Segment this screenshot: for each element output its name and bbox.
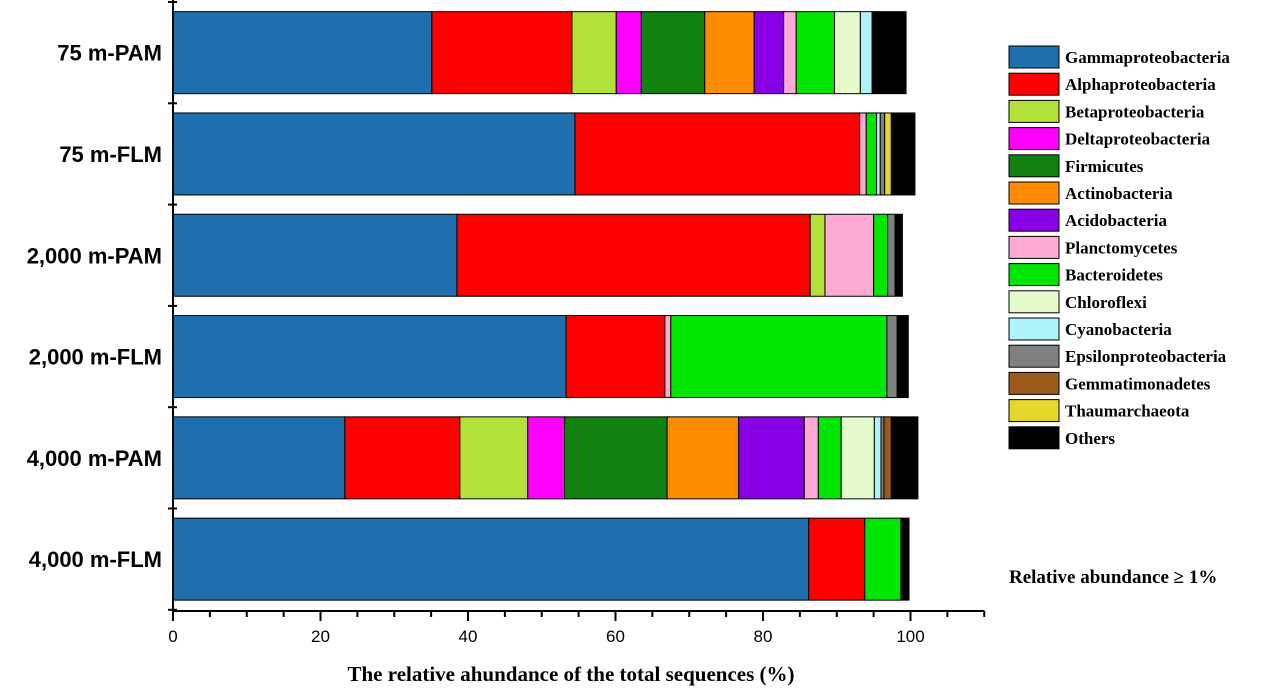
bar-segment-others-75-m-flm — [890, 112, 916, 196]
bar-segment-betaproteobacteria-4-000-m-pam — [459, 416, 529, 500]
x-tick-label-60: 60 — [606, 627, 625, 646]
category-label-2-000-m-pam: 2,000 m-PAM — [27, 243, 162, 268]
bar-segment-gammaproteobacteria-4-000-m-flm — [172, 517, 810, 601]
legend-swatch-gammaproteobacteria — [1008, 45, 1060, 69]
legend-swatch-actinobacteria — [1008, 181, 1060, 205]
x-tick-label-100: 100 — [896, 627, 924, 646]
bar-segment-actinobacteria-75-m-pam — [704, 11, 755, 95]
legend-label-deltaproteobacteria: Deltaproteobacteria — [1065, 130, 1211, 149]
bar-segment-acidobacteria-75-m-pam — [753, 11, 785, 95]
legend-label-betaproteobacteria: Betaproteobacteria — [1065, 102, 1205, 121]
legend-swatch-thaumarchaeota — [1008, 399, 1060, 423]
bar-segment-bacteroidetes-75-m-flm — [865, 112, 878, 196]
bar-segment-alphaproteobacteria-4-000-m-flm — [808, 517, 866, 601]
bar-segment-others-2-000-m-flm — [896, 315, 909, 399]
bar-segment-cyanobacteria-4-000-m-pam — [873, 416, 882, 500]
bar-segment-bacteroidetes-2-000-m-pam — [873, 213, 889, 297]
legend-label-acidobacteria: Acidobacteria — [1065, 211, 1167, 230]
bar-segment-gammaproteobacteria-75-m-flm — [172, 112, 576, 196]
category-label-75-m-flm: 75 m-FLM — [59, 142, 162, 167]
bar-segment-thaumarchaeota-75-m-flm — [884, 112, 892, 196]
legend-swatch-deltaproteobacteria — [1008, 127, 1060, 151]
legend-label-cyanobacteria: Cyanobacteria — [1065, 320, 1172, 339]
legend-label-planctomycetes: Planctomycetes — [1065, 238, 1178, 257]
category-label-4-000-m-pam: 4,000 m-PAM — [27, 446, 162, 471]
bar-segment-deltaproteobacteria-4-000-m-pam — [527, 416, 566, 500]
bar-segment-cyanobacteria-75-m-flm — [876, 112, 881, 196]
x-tick-label-40: 40 — [459, 627, 478, 646]
bar-segment-acidobacteria-4-000-m-pam — [738, 416, 805, 500]
bar-segment-planctomycetes-2-000-m-pam — [824, 213, 875, 297]
bar-segment-actinobacteria-4-000-m-pam — [666, 416, 740, 500]
category-label-4-000-m-flm: 4,000 m-FLM — [29, 547, 162, 572]
bar-segment-others-75-m-pam — [871, 11, 907, 95]
legend: Gammaproteobacteria Alphaproteobacteria Be… — [1008, 45, 1230, 450]
bars-group — [172, 11, 919, 601]
bar-segment-chloroflexi-75-m-pam — [834, 11, 861, 95]
legend-label-others: Others — [1065, 429, 1115, 448]
x-tick-label-80: 80 — [754, 627, 773, 646]
bar-segment-chloroflexi-4-000-m-pam — [840, 416, 875, 500]
bar-segment-gemmatimonadetes-4-000-m-pam — [883, 416, 892, 500]
bar-segment-alphaproteobacteria-2-000-m-flm — [565, 315, 666, 399]
bar-segment-alphaproteobacteria-75-m-flm — [574, 112, 861, 196]
legend-swatch-firmicutes — [1008, 154, 1060, 178]
bar-segment-planctomycetes-75-m-flm — [859, 112, 867, 196]
legend-label-epsilonproteobacteria: Epsilonproteobacteria — [1065, 347, 1227, 366]
legend-label-firmicutes: Firmicutes — [1065, 157, 1144, 176]
legend-swatch-alphaproteobacteria — [1008, 72, 1060, 96]
legend-label-thaumarchaeota: Thaumarchaeota — [1065, 402, 1190, 421]
legend-swatch-cyanobacteria — [1008, 317, 1060, 341]
legend-label-alphaproteobacteria: Alphaproteobacteria — [1065, 75, 1216, 94]
bar-segment-alphaproteobacteria-2-000-m-pam — [456, 213, 811, 297]
legend-label-chloroflexi: Chloroflexi — [1065, 293, 1147, 312]
bar-segment-firmicutes-75-m-pam — [640, 11, 706, 95]
category-label-75-m-pam: 75 m-PAM — [57, 41, 162, 66]
bar-segment-bacteroidetes-4-000-m-pam — [817, 416, 842, 500]
bar-segment-betaproteobacteria-2-000-m-pam — [809, 213, 826, 297]
abundance-threshold-note: Relative abundance ≥ 1% — [1009, 567, 1217, 588]
category-label-2-000-m-flm: 2,000 m-FLM — [29, 345, 162, 370]
x-axis-title: The relative ahundance of the total sequ… — [348, 662, 795, 686]
legend-swatch-others — [1008, 426, 1060, 450]
legend-swatch-epsilonproteobacteria — [1008, 344, 1060, 368]
legend-swatch-betaproteobacteria — [1008, 99, 1060, 123]
legend-label-gemmatimonadetes: Gemmatimonadetes — [1065, 374, 1211, 393]
bar-segment-gammaproteobacteria-4-000-m-pam — [172, 416, 346, 500]
x-tick-label-20: 20 — [311, 627, 330, 646]
legend-label-gammaproteobacteria: Gammaproteobacteria — [1065, 48, 1230, 67]
legend-swatch-bacteroidetes — [1008, 263, 1060, 287]
bar-segment-gammaproteobacteria-2-000-m-pam — [172, 213, 458, 297]
legend-swatch-gemmatimonadetes — [1008, 371, 1060, 395]
bar-segment-alphaproteobacteria-75-m-pam — [431, 11, 573, 95]
legend-swatch-chloroflexi — [1008, 290, 1060, 314]
bar-segment-gammaproteobacteria-75-m-pam — [172, 11, 433, 95]
bar-segment-betaproteobacteria-75-m-pam — [571, 11, 617, 95]
bar-segment-bacteroidetes-4-000-m-flm — [864, 517, 902, 601]
bar-segment-cyanobacteria-75-m-pam — [859, 11, 873, 95]
bar-segment-others-4-000-m-pam — [890, 416, 919, 500]
bar-segment-planctomycetes-2-000-m-flm — [664, 315, 672, 399]
bar-segment-epsilonproteobacteria-75-m-flm — [879, 112, 886, 196]
bar-segment-planctomycetes-75-m-pam — [783, 11, 797, 95]
legend-label-bacteroidetes: Bacteroidetes — [1065, 266, 1163, 285]
bar-segment-bacteroidetes-75-m-pam — [795, 11, 836, 95]
bar-segment-deltaproteobacteria-75-m-pam — [615, 11, 642, 95]
category-labels: 75 m-PAM 75 m-FLM 2,000 m-PAM 2,000 m-FLM 4,… — [27, 41, 162, 573]
bar-segment-alphaproteobacteria-4-000-m-pam — [344, 416, 461, 500]
bar-segment-others-4-000-m-flm — [900, 517, 910, 601]
legend-swatch-planctomycetes — [1008, 235, 1060, 259]
bar-segment-epsilonproteobacteria-2-000-m-pam — [887, 213, 896, 297]
x-ticks: 0 20 40 60 80 100 — [168, 611, 986, 646]
bar-segment-others-2-000-m-pam — [894, 213, 903, 297]
bar-segment-epsilonproteobacteria-2-000-m-flm — [886, 315, 898, 399]
x-tick-label-0: 0 — [168, 627, 177, 646]
bar-segment-firmicutes-4-000-m-pam — [564, 416, 668, 500]
bar-segment-gammaproteobacteria-2-000-m-flm — [172, 315, 567, 399]
legend-label-actinobacteria: Actinobacteria — [1065, 184, 1173, 203]
bar-segment-planctomycetes-4-000-m-pam — [803, 416, 819, 500]
legend-swatch-acidobacteria — [1008, 208, 1060, 232]
bar-segment-bacteroidetes-2-000-m-flm — [670, 315, 888, 399]
